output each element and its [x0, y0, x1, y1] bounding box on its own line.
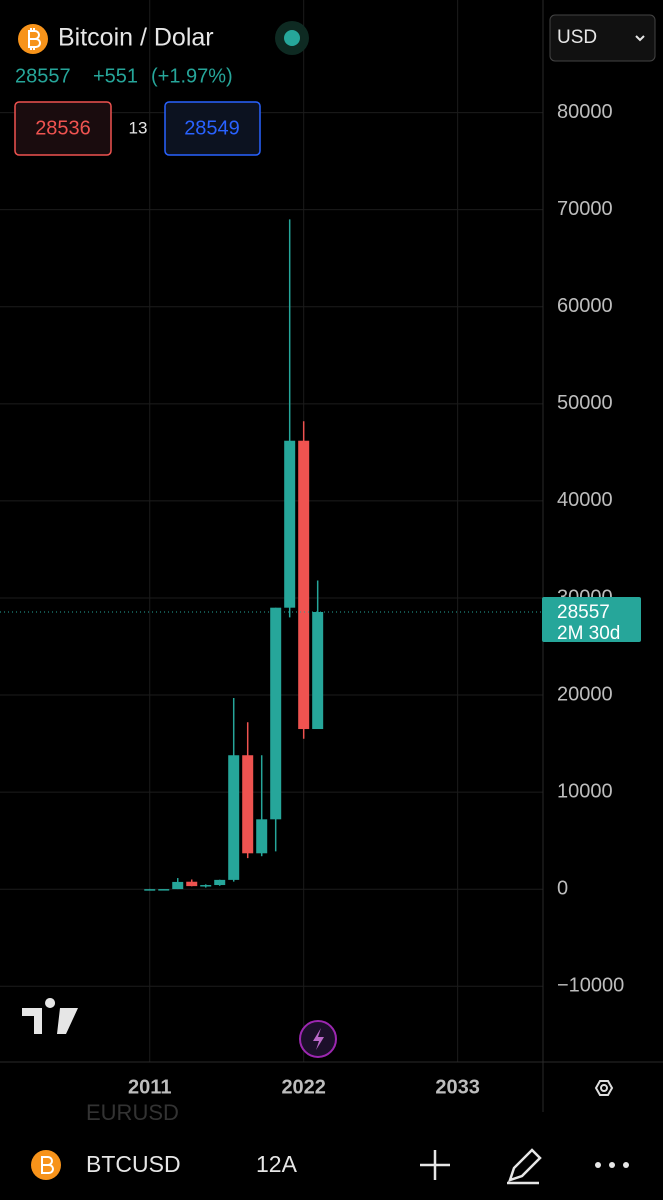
tv-logo: [22, 998, 78, 1034]
buy-price: 28549: [184, 117, 240, 139]
candle-body: [228, 755, 240, 880]
countdown: 2M 30d: [557, 623, 620, 644]
candle-body: [186, 881, 198, 887]
draw-button[interactable]: [507, 1148, 542, 1185]
candle-body: [242, 755, 254, 854]
y-tick-label: 80000: [557, 101, 613, 123]
price-label-box: [542, 596, 641, 642]
currency: USD: [557, 27, 597, 48]
settings-icon-center: [600, 1084, 608, 1092]
change: +551: [93, 65, 138, 87]
last-price: 28557: [15, 65, 71, 87]
candle-body: [270, 607, 282, 820]
add-button[interactable]: [420, 1150, 450, 1180]
candle-body: [256, 819, 268, 854]
candle-body: [284, 440, 296, 608]
sell-price: 28536: [35, 117, 91, 139]
candle-body: [172, 881, 184, 890]
change-pct: (+1.97%): [151, 65, 233, 87]
toolbar: [0, 1125, 663, 1200]
y-tick-label: 0: [557, 877, 568, 899]
more-button[interactable]: [595, 1162, 629, 1168]
y-tick-label: 10000: [557, 780, 613, 802]
x-tick-label: 2033: [435, 1076, 480, 1098]
hidden-ticker: EURUSD: [86, 1100, 179, 1125]
price-label: 28557: [557, 602, 610, 623]
candle-body: [298, 440, 310, 730]
status-dot: [284, 30, 300, 46]
buy-button[interactable]: [164, 101, 261, 156]
spread: 13: [129, 118, 148, 137]
candle-body: [144, 889, 156, 891]
y-tick-label: 40000: [557, 489, 613, 511]
plot: −100000100002000030000400005000060000700…: [0, 0, 624, 1098]
candle-body: [214, 879, 226, 886]
symbol-name: Bitcoin / Dolar: [58, 24, 214, 52]
toolbar-btc-glyph: [41, 1156, 54, 1174]
x-tick-label: 2011: [128, 1076, 171, 1098]
interval[interactable]: 12A: [256, 1151, 298, 1177]
lightning-icon: [313, 1028, 324, 1050]
y-tick-label: 20000: [557, 683, 613, 705]
candle-body: [158, 889, 170, 891]
x-tick-label: 2022: [281, 1076, 326, 1098]
y-tick-label: 60000: [557, 295, 613, 317]
y-tick-label: −10000: [557, 975, 624, 997]
y-tick-label: 50000: [557, 392, 613, 414]
currency-select[interactable]: [549, 14, 656, 62]
btc-glyph: [28, 28, 41, 50]
settings-icon[interactable]: [594, 1080, 614, 1096]
dropdown-arrow: [635, 35, 645, 42]
candle-body: [312, 611, 324, 730]
ticker[interactable]: BTCUSD: [86, 1151, 181, 1177]
sell-button[interactable]: [14, 101, 112, 156]
y-tick-label: 70000: [557, 198, 613, 220]
candle-body: [200, 885, 212, 887]
